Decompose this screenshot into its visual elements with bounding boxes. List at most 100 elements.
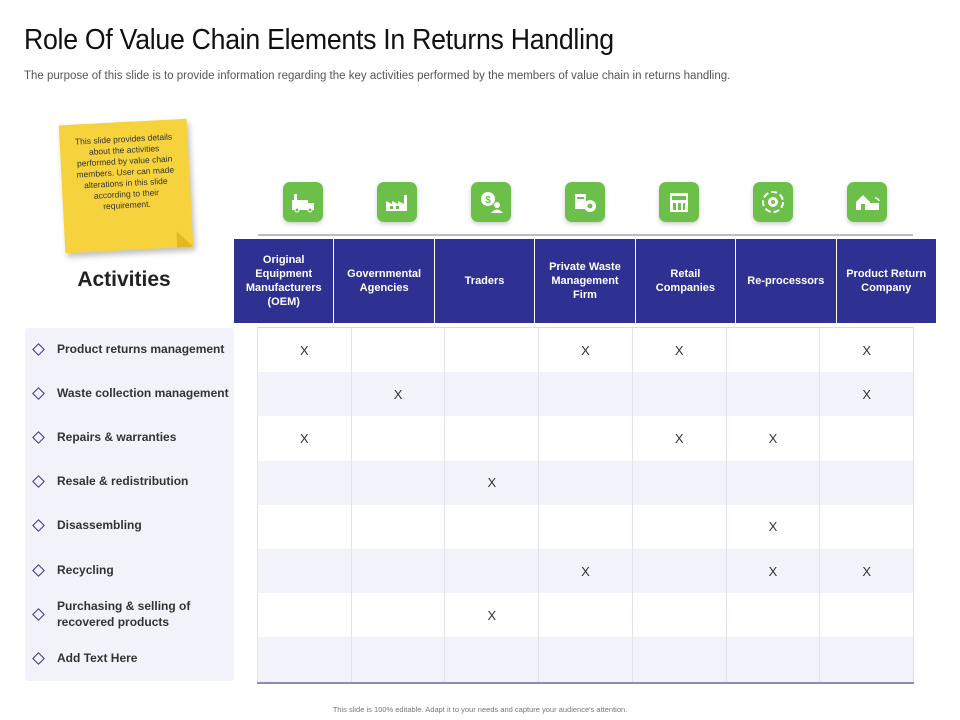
table-cell: X [445, 593, 540, 638]
table-cell [539, 460, 633, 505]
table-cell: X [445, 460, 540, 505]
table-cell [539, 372, 633, 417]
table-cell [633, 593, 727, 638]
table-row: X [257, 460, 915, 505]
sticky-note-fold [176, 230, 194, 248]
activity-label: Purchasing & selling of recovered produc… [57, 599, 191, 629]
table-cell [351, 548, 446, 594]
table-cell [539, 416, 633, 461]
activity-item: Purchasing & selling of recovered produc… [25, 598, 234, 630]
sticky-note: This slide provides details about the ac… [58, 118, 194, 254]
recycle-gear-icon [753, 182, 793, 222]
table-cell [726, 372, 821, 417]
table-cell [726, 460, 821, 505]
page-title: Role Of Value Chain Elements In Returns … [24, 24, 614, 56]
table-cell [445, 328, 540, 373]
activity-label: Recycling [57, 563, 114, 577]
factory-icon [377, 182, 417, 222]
table-cell: X [820, 548, 915, 594]
activities-heading: Activities [77, 268, 171, 291]
table-cell [539, 504, 633, 549]
diamond-bullet-icon [32, 474, 45, 488]
diamond-bullet-icon [32, 518, 45, 532]
svg-text:$: $ [485, 195, 491, 206]
activity-label: Disassembling [57, 518, 142, 532]
column-header: Retail Companies [636, 239, 737, 323]
column-header: Traders [435, 239, 536, 323]
table-cell: X [820, 372, 915, 417]
diamond-bullet-icon [32, 651, 45, 665]
table-cell [257, 593, 352, 638]
diamond-bullet-icon [32, 563, 45, 577]
table-cell [257, 637, 352, 682]
activity-label: Repairs & warranties [57, 430, 177, 444]
table-cell [820, 504, 915, 549]
table-row: X [257, 504, 915, 549]
table-cell [445, 416, 540, 461]
table-cell [445, 372, 540, 417]
table-cell [445, 548, 540, 594]
column-header: Re-processors [736, 239, 837, 323]
table-cell [257, 372, 352, 417]
table-cell [820, 593, 915, 638]
table-cell: X [633, 328, 727, 373]
table-row [257, 637, 915, 682]
table-cell [351, 460, 446, 505]
table-cell: X [539, 328, 633, 373]
waste-management-icon [565, 182, 605, 222]
table-cell: X [633, 416, 727, 461]
icon-divider [258, 234, 913, 236]
table-cell: X [257, 328, 352, 373]
activity-item: Repairs & warranties [25, 429, 234, 445]
table-cell [445, 637, 540, 682]
table-cell [632, 637, 727, 682]
table-header: Original Equipment Manufacturers (OEM) G… [234, 239, 936, 323]
return-truck-icon [847, 182, 887, 222]
activity-label: Resale & redistribution [57, 474, 189, 488]
diamond-bullet-icon [32, 607, 45, 621]
column-header: Governmental Agencies [334, 239, 435, 323]
table-cell [633, 504, 727, 549]
activity-label: Add Text Here [57, 651, 138, 665]
sticky-note-text: This slide provides details about the ac… [74, 131, 175, 212]
table-cell [352, 416, 446, 461]
table-cell: X [257, 416, 352, 461]
activity-item: Product returns management [25, 341, 234, 357]
table-cell [632, 460, 727, 505]
table-cell [445, 504, 540, 549]
table-cell [539, 593, 633, 638]
table-cell: X [727, 504, 821, 549]
diamond-bullet-icon [32, 342, 45, 356]
table-cell [352, 504, 446, 549]
table-cell [820, 460, 915, 505]
activity-item: Recycling [25, 562, 234, 578]
diamond-bullet-icon [32, 430, 45, 444]
table-cell [820, 416, 915, 461]
column-header: Private Waste Management Firm [535, 239, 636, 323]
table-cell [727, 328, 821, 373]
activity-item: Resale & redistribution [25, 473, 234, 489]
table-cell: X [351, 372, 446, 417]
table-cell [632, 548, 727, 594]
table-cell: X [726, 548, 821, 594]
activity-item: Disassembling [25, 517, 234, 533]
activity-item: Add Text Here [25, 650, 234, 666]
table-cell [257, 504, 352, 549]
table-cell [352, 593, 446, 638]
activity-label: Waste collection management [57, 386, 229, 400]
factory-truck-icon [283, 182, 323, 222]
table-cell [351, 637, 446, 682]
table-cell [352, 328, 446, 373]
activity-label: Product returns management [57, 342, 225, 356]
table-cell [539, 637, 633, 682]
column-header: Original Equipment Manufacturers (OEM) [234, 239, 335, 323]
table-cell [726, 637, 821, 682]
trader-dollar-icon: $ [471, 182, 511, 222]
column-header: Product Return Company [846, 268, 927, 294]
activities-panel: Product returns management Waste collect… [25, 328, 234, 681]
table-cell: X [539, 548, 633, 594]
